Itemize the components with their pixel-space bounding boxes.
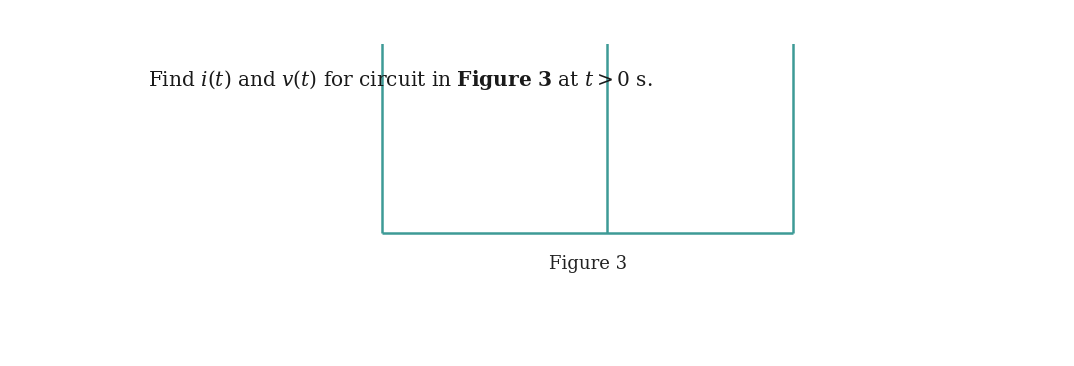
Text: −: −	[651, 0, 663, 1]
Ellipse shape	[352, 0, 411, 6]
Text: Figure 3: Figure 3	[549, 255, 627, 273]
Text: Find $i(t)$ and $v(t)$ for circuit in $\mathbf{Figure\ 3}$ at $t > 0$ s.: Find $i(t)$ and $v(t)$ for circuit in $\…	[148, 68, 653, 92]
